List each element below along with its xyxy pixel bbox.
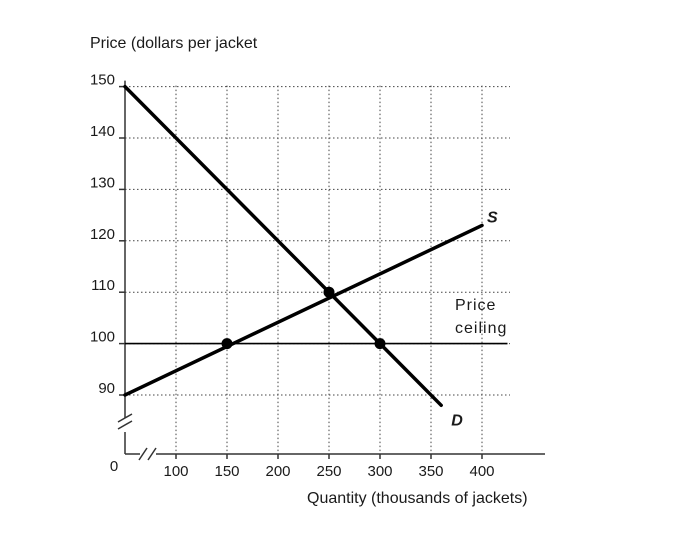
- x-tick-label: 350: [418, 463, 443, 480]
- y-tick-label: 150: [90, 72, 115, 89]
- y-axis-title: Price (dollars per jacket: [90, 35, 258, 52]
- price-ceiling-label: ceiling: [455, 320, 507, 337]
- y-tick-label: 130: [90, 174, 115, 191]
- chart-lines: [123, 84, 508, 408]
- chart-points: [221, 286, 386, 350]
- series-label-D: D: [451, 412, 463, 429]
- y-tick-label: 140: [90, 123, 115, 140]
- y-tick-label: 110: [91, 277, 115, 294]
- tick-labels: 90 100 110 120 130 140 150 100 150 200 250 300 350 40…: [90, 72, 507, 480]
- y-axis-break: [117, 420, 133, 430]
- y-tick-label: 100: [90, 329, 115, 346]
- grid: [125, 85, 510, 454]
- series-label-S: S: [487, 209, 498, 226]
- origin-label: 0: [110, 458, 118, 475]
- data-point: [323, 286, 335, 298]
- y-axis-break: [117, 413, 133, 423]
- x-tick-label: 200: [265, 463, 290, 480]
- y-tick-label: 90: [98, 380, 115, 397]
- y-tick-label: 120: [90, 226, 115, 243]
- data-point: [221, 338, 233, 350]
- x-tick-label: 250: [316, 463, 341, 480]
- x-axis-title: Quantity (thousands of jackets): [307, 490, 528, 507]
- series-line-S: [123, 223, 484, 397]
- x-axis-break: [147, 447, 157, 461]
- axes: [117, 80, 545, 461]
- x-tick-label: 100: [163, 463, 188, 480]
- price-ceiling-label: Price: [455, 297, 496, 314]
- series-line-D: [123, 84, 443, 408]
- data-point: [374, 338, 386, 350]
- x-tick-label: 400: [469, 463, 494, 480]
- x-tick-label: 150: [214, 463, 239, 480]
- x-tick-label: 300: [367, 463, 392, 480]
- x-axis-break: [138, 447, 148, 461]
